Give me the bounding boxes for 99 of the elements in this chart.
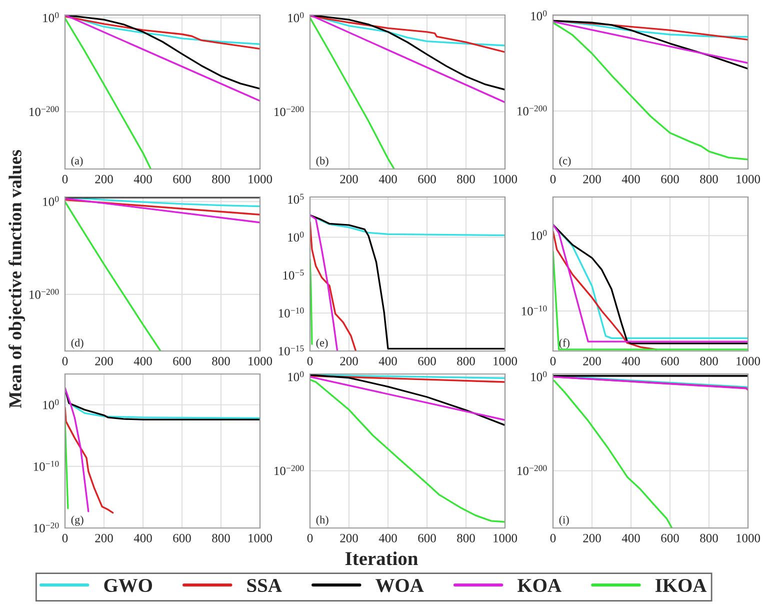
x-tick-label: 400 [134, 356, 152, 366]
x-tick-label: 200 [583, 174, 601, 184]
x-tick-label: 1000 [736, 534, 760, 542]
x-tick-label: 200 [340, 356, 358, 366]
x-tick-label: 800 [212, 356, 230, 366]
x-tick-label: 600 [661, 174, 679, 184]
annotation: (a) [71, 156, 83, 167]
x-tick-label: 400 [378, 534, 397, 542]
y-tick-label: 10$^{0}$ [288, 371, 304, 382]
x-tick-label: 0 [550, 534, 556, 542]
x-tick-label: 600 [418, 356, 436, 366]
y-tick-label: 10$^{−200}$ [30, 106, 59, 116]
line-series [65, 200, 162, 351]
x-tick-label: 400 [134, 174, 152, 184]
x-tick-label: 400 [622, 174, 640, 184]
x-tick-label: 200 [583, 356, 601, 366]
annotation: (h) [316, 516, 328, 526]
x-tick-label: 400 [134, 534, 152, 542]
y-tick-label: 10$^{−200}$ [518, 465, 547, 476]
legend-label: GWO [104, 578, 152, 592]
annotation: (c) [559, 156, 571, 167]
x-tick-label: 0 [307, 356, 313, 366]
x-tick-label: 600 [661, 356, 679, 366]
y-tick-label: 10$^{0}$ [43, 196, 59, 206]
x-tick-label: 800 [212, 534, 230, 542]
legend-label: KOA [518, 578, 562, 592]
y-tick-label: 10$^{−5}$ [283, 270, 304, 280]
line-series [65, 17, 152, 169]
x-tick-label: 0 [550, 356, 556, 366]
y-tick-label: 10$^{−15}$ [278, 345, 304, 356]
x-tick-label: 400 [378, 174, 397, 184]
x-tick-label: 1000 [248, 534, 272, 542]
x-tick-label: 400 [622, 534, 640, 542]
x-tick-label: 600 [418, 534, 436, 542]
x-tick-label: 600 [173, 356, 191, 366]
y-tick-label: 10$^{−10}$ [278, 308, 304, 318]
x-tick-label: 600 [418, 174, 436, 184]
x-tick-label: 200 [583, 534, 601, 542]
line-series [65, 387, 90, 512]
x-tick-label: 800 [457, 534, 475, 542]
y-tick-label: 10$^{0}$ [531, 371, 547, 382]
y-tick-label: 10$^{0}$ [288, 12, 304, 22]
x-tick-label: 1000 [736, 356, 760, 366]
y-tick-label: 10$^{−200}$ [30, 288, 59, 299]
x-tick-label: 0 [550, 174, 556, 184]
annotation: (d) [71, 338, 84, 349]
y-tick-label: 10$^{−200}$ [274, 106, 304, 116]
x-tick-label: 200 [95, 534, 113, 542]
x-tick-label: 200 [95, 356, 113, 366]
x-tick-label: 1000 [736, 174, 760, 184]
annotation: (e) [316, 338, 328, 349]
legend-label: IKOA [656, 578, 707, 592]
x-tick-label: 1000 [248, 356, 272, 366]
y-tick-label: 10$^{0}$ [531, 230, 547, 240]
y-tick-label: 10$^{−200}$ [274, 465, 304, 476]
x-tick-label: 600 [661, 534, 679, 542]
y-tick-label: 10$^{0}$ [43, 12, 59, 22]
line-series [65, 406, 114, 514]
annotation: (g) [71, 516, 84, 526]
x-tick-label: 0 [307, 534, 313, 542]
x-tick-label: 200 [95, 174, 113, 184]
x-tick-label: 800 [700, 356, 718, 366]
x-axis-title: Iteration [345, 551, 418, 566]
x-tick-label: 1000 [494, 356, 518, 366]
y-tick-label: 10$^{−20}$ [34, 522, 59, 532]
x-tick-label: 800 [700, 534, 718, 542]
x-tick-label: 400 [378, 356, 397, 366]
y-tick-label: 10$^{0}$ [43, 399, 59, 410]
y-tick-label: 10$^{−10}$ [522, 305, 547, 316]
x-tick-label: 600 [173, 174, 191, 184]
x-tick-label: 800 [212, 174, 230, 184]
x-tick-label: 400 [622, 356, 640, 366]
y-tick-label: 10$^{−200}$ [518, 105, 547, 116]
annotation: (f) [559, 338, 570, 349]
line-series [310, 16, 396, 169]
x-tick-label: 1000 [494, 534, 518, 542]
annotation: (b) [316, 156, 328, 167]
y-axis-title: Mean of objective function values [8, 150, 26, 408]
y-tick-label: 10$^{0}$ [288, 232, 304, 242]
x-tick-label: 0 [62, 356, 68, 366]
legend-label: WOA [376, 578, 424, 592]
x-tick-label: 1000 [248, 174, 272, 184]
annotation: (i) [559, 516, 569, 526]
line-series [310, 214, 338, 351]
y-tick-label: 10$^{0}$ [531, 10, 547, 20]
x-tick-label: 800 [457, 174, 475, 184]
x-tick-label: 600 [173, 534, 191, 542]
y-tick-label: 10$^{−10}$ [34, 460, 59, 471]
legend-label: SSA [247, 578, 282, 592]
x-tick-label: 200 [340, 174, 358, 184]
x-tick-label: 0 [62, 534, 68, 542]
x-tick-label: 1000 [494, 174, 518, 184]
x-tick-label: 800 [700, 174, 718, 184]
x-tick-label: 0 [62, 174, 68, 184]
x-tick-label: 200 [340, 534, 358, 542]
x-tick-label: 800 [457, 356, 475, 366]
line-series [310, 221, 357, 351]
y-tick-label: 10$^{5}$ [288, 194, 304, 204]
line-series [553, 380, 673, 528]
